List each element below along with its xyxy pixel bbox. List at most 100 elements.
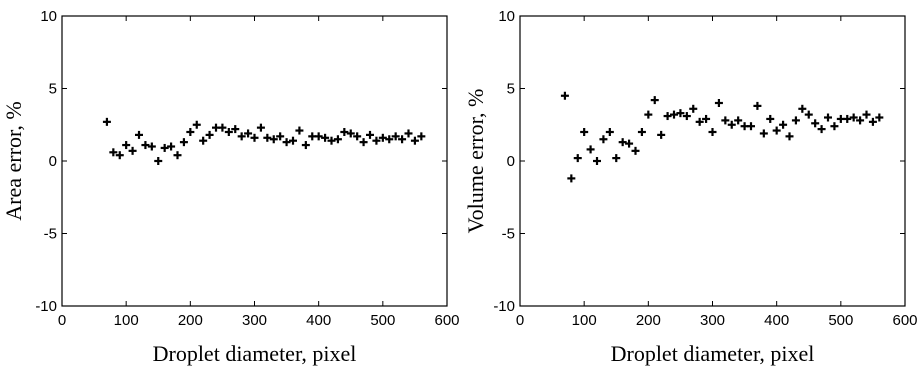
area-x-axis-title: Droplet diameter, pixel: [153, 341, 357, 366]
volume-data-point: [875, 113, 884, 122]
area-y-tick-label: -5: [44, 226, 57, 243]
area-data-point: [135, 130, 143, 139]
volume-data-point: [567, 174, 576, 183]
area-data-point: [333, 135, 342, 144]
volume-data-point: [612, 154, 621, 163]
area-data-point: [173, 151, 182, 160]
volume-data-point: [766, 114, 775, 123]
volume-data-point: [811, 119, 820, 128]
area-data-point: [256, 123, 265, 132]
area-data-point: [340, 128, 349, 136]
volume-data-point: [714, 99, 723, 107]
volume-y-tick-label: -10: [493, 298, 515, 315]
area-data-point: [276, 132, 285, 141]
area-data-point: [199, 136, 208, 145]
volume-data-point: [753, 101, 762, 110]
volume-y-tick-label: 0: [507, 153, 515, 170]
volume-data-point: [586, 145, 595, 154]
volume-data-point: [843, 114, 852, 123]
area-data-point: [263, 133, 272, 142]
volume-x-tick-label: 0: [516, 312, 524, 329]
volume-data-point: [862, 110, 871, 119]
area-y-tick-label: 0: [49, 153, 57, 170]
volume-x-tick-label: 400: [764, 312, 789, 329]
area-data-point: [205, 130, 214, 139]
volume-x-tick-label: 100: [572, 312, 597, 329]
area-data-point: [366, 130, 374, 139]
area-data-point: [404, 129, 413, 138]
volume-data-point: [721, 116, 730, 125]
volume-x-tick-label: 600: [892, 312, 917, 329]
area-data-point: [109, 148, 118, 157]
volume-y-tick-label: -5: [502, 226, 515, 243]
area-data-point: [122, 141, 131, 150]
area-data-point: [186, 128, 195, 136]
volume-data-point: [759, 129, 768, 138]
area-data-point: [391, 132, 400, 141]
volume-data-point: [644, 110, 653, 119]
area-data-point: [147, 142, 156, 151]
area-x-tick-label: 200: [178, 312, 203, 329]
volume-data-point: [599, 135, 608, 144]
volume-data-point: [593, 157, 601, 165]
area-y-tick-label: 5: [49, 81, 57, 98]
area-data-point: [128, 146, 137, 155]
volume-data-point: [631, 146, 640, 155]
area-y-tick-label: 10: [40, 8, 57, 25]
area-data-point: [115, 151, 124, 160]
volume-data-point: [830, 122, 839, 131]
volume-data-point: [785, 132, 794, 141]
area-data-point: [385, 135, 394, 144]
volume-data-point: [637, 128, 646, 136]
volume-data-point: [747, 122, 755, 131]
area-error-panel: 0 100 200 300 400 500 600 -10 -5 0 5 10 Droplet diam…: [1, 8, 460, 366]
volume-data-point: [779, 120, 788, 129]
volume-data-point: [804, 110, 813, 119]
area-data-point: [160, 143, 169, 152]
volume-data-point: [689, 104, 698, 113]
area-x-tick-label: 300: [242, 312, 267, 329]
area-data-point: [231, 125, 240, 134]
area-x-tick-label: 400: [306, 312, 331, 329]
area-y-tick-label: -10: [35, 298, 57, 315]
area-data-point: [378, 133, 387, 142]
area-data-point: [282, 138, 291, 147]
area-data-point: [417, 132, 426, 141]
area-data-point: [167, 142, 176, 151]
area-data-point: [224, 128, 233, 136]
volume-data-point: [817, 125, 826, 134]
area-data-point: [372, 136, 381, 145]
volume-data-point: [618, 138, 627, 147]
volume-x-tick-label: 500: [828, 312, 853, 329]
area-data-point: [237, 132, 246, 141]
volume-data-point: [573, 154, 582, 163]
volume-data-point: [605, 128, 614, 136]
volume-y-axis-title: Volume error, %: [463, 89, 488, 234]
volume-x-tick-label: 300: [700, 312, 725, 329]
area-data-point: [289, 136, 297, 145]
area-data-point: [346, 129, 355, 138]
area-data-point: [327, 136, 336, 145]
volume-data-point: [849, 113, 858, 122]
area-x-tick-label: 100: [114, 312, 139, 329]
volume-x-axis-title: Droplet diameter, pixel: [611, 341, 815, 366]
volume-data-point: [580, 128, 589, 136]
volume-data-point: [824, 113, 832, 122]
area-data-point: [359, 138, 368, 147]
area-x-tick-label: 500: [370, 312, 395, 329]
volume-data-point: [670, 110, 678, 119]
area-data-point: [410, 136, 419, 145]
volume-data-point: [676, 109, 685, 118]
volume-data-point: [625, 139, 634, 148]
volume-data-point: [650, 96, 659, 105]
volume-error-panel: 0 100 200 300 400 500 600 -10 -5 0 5 10 Droplet diam…: [463, 8, 917, 366]
volume-data-point: [663, 112, 672, 121]
area-x-tick-label: 600: [434, 312, 459, 329]
volume-y-tick-label: 5: [507, 81, 515, 98]
area-data-point: [314, 132, 323, 141]
area-plot-frame: [61, 15, 448, 307]
area-data-point: [353, 132, 362, 141]
volume-data-point: [734, 116, 743, 125]
area-data-point: [301, 141, 310, 150]
